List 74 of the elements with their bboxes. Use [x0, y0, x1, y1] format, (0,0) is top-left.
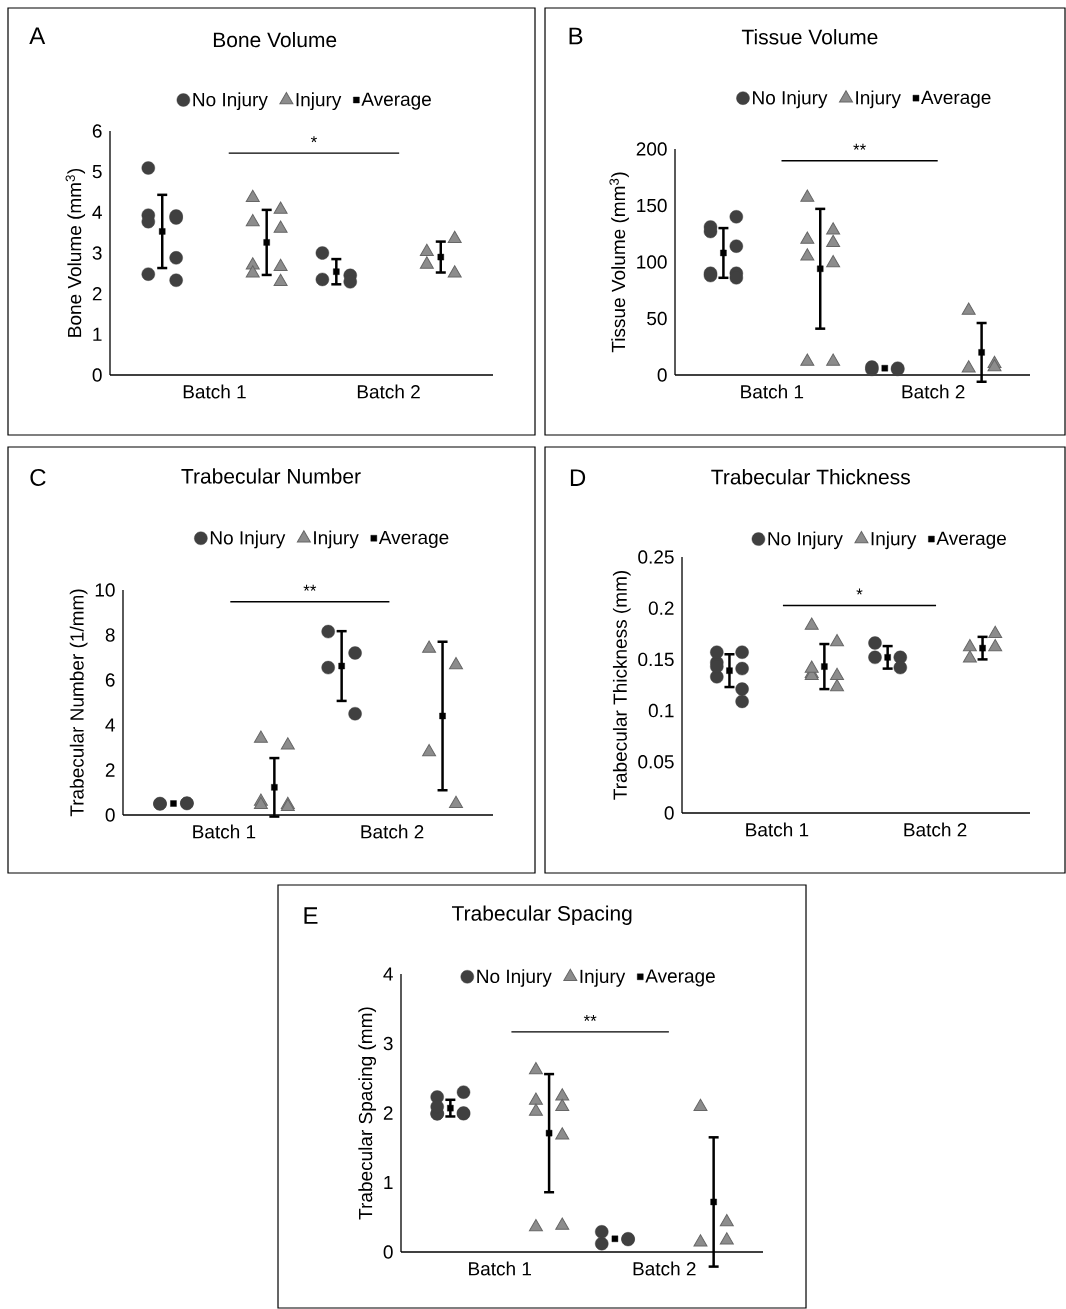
legend-label: No Injury: [193, 92, 268, 111]
x-tick-label: Batch 1: [741, 384, 804, 399]
x-tick-label: Batch 2: [902, 384, 965, 399]
legend-label: Average: [936, 531, 1006, 549]
y-tick-label: 2: [383, 1106, 393, 1120]
y-tick-label: 50: [647, 311, 667, 326]
y-tick-label: 2: [105, 763, 115, 777]
chart-title: Tissue Volume: [741, 29, 878, 45]
legend-label: Average: [645, 969, 715, 987]
annotation: *: [856, 588, 863, 595]
legend-label: No Injury: [768, 531, 843, 550]
y-tick-label: 0.15: [638, 652, 674, 667]
y-tick-label: 0.1: [648, 703, 674, 718]
y-tick-label: 0.25: [638, 550, 674, 564]
y-tick-label: 150: [637, 198, 667, 213]
y-tick-label: 200: [636, 142, 667, 156]
chart-title: Bone Volume: [213, 31, 337, 48]
y-tick-label: 4: [92, 205, 102, 219]
text: C: [30, 469, 46, 486]
y-axis-title: Trabecular Number (1/mm): [69, 589, 88, 817]
y-axis-title: Trabecular Thickness (mm): [612, 570, 631, 800]
y-tick-label: 0: [92, 368, 102, 382]
y-axis-title: Tissue Volume (mm$^{3}$): [609, 172, 629, 353]
y-tick-label: 8: [105, 628, 115, 642]
legend-label: No Injury: [477, 969, 552, 987]
y-tick-label: 3: [383, 1036, 393, 1051]
y-tick-label: 2: [92, 287, 102, 301]
chart-title: Trabecular Number: [181, 468, 361, 484]
y-tick-label: 3: [92, 246, 102, 260]
annotation: **: [303, 584, 317, 591]
y-axis-title: Trabecular Spacing (mm): [358, 1007, 377, 1220]
y-tick-label: 10: [95, 583, 115, 597]
y-tick-label: 1: [93, 327, 102, 341]
y-tick-label: 0: [664, 806, 674, 820]
y-tick-label: 5: [92, 165, 102, 179]
annotation: **: [853, 143, 866, 150]
y-tick-label: 1: [384, 1175, 393, 1190]
y-tick-label: 0.2: [648, 601, 674, 615]
y-tick-label: 4: [105, 718, 115, 732]
legend-label: Average: [361, 92, 431, 110]
y-tick-label: 6: [92, 124, 102, 138]
text: A: [29, 27, 46, 45]
annotation: **: [583, 1014, 597, 1021]
x-tick-label: Batch 2: [904, 822, 967, 837]
y-tick-label: 0: [105, 808, 115, 822]
x-tick-label: Batch 1: [469, 1261, 531, 1276]
legend-label: Injury: [296, 92, 342, 111]
x-tick-label: Batch 2: [361, 824, 424, 839]
y-tick-label: 100: [637, 255, 667, 269]
y-tick-label: 0: [383, 1245, 393, 1259]
annotation: *: [310, 136, 317, 143]
text: E: [304, 907, 318, 924]
text: B: [569, 27, 583, 45]
legend-label: Injury: [856, 90, 901, 109]
legend-label: Injury: [871, 531, 917, 550]
text: D: [570, 469, 586, 486]
x-tick-label: Batch 1: [193, 824, 256, 839]
y-tick-label: 4: [383, 967, 393, 981]
chart-title: Trabecular Spacing: [451, 905, 632, 925]
legend-label: Injury: [314, 530, 359, 549]
x-tick-label: Batch 2: [357, 384, 420, 399]
legend-label: No Injury: [753, 90, 828, 109]
legend-label: Average: [378, 530, 449, 548]
x-tick-label: Batch 1: [746, 822, 809, 837]
x-tick-label: Batch 1: [183, 384, 246, 399]
chart-title: Trabecular Thickness: [711, 469, 910, 485]
y-tick-label: 0.05: [638, 755, 674, 769]
legend-label: No Injury: [210, 530, 286, 549]
y-tick-label: 6: [105, 673, 115, 687]
legend-label: Average: [920, 90, 991, 108]
y-tick-label: 0: [657, 368, 667, 382]
legend-label: Injury: [580, 969, 626, 987]
x-tick-label: Batch 2: [633, 1261, 696, 1276]
y-axis-title: Bone Volume (mm$^{3}$): [65, 168, 86, 337]
